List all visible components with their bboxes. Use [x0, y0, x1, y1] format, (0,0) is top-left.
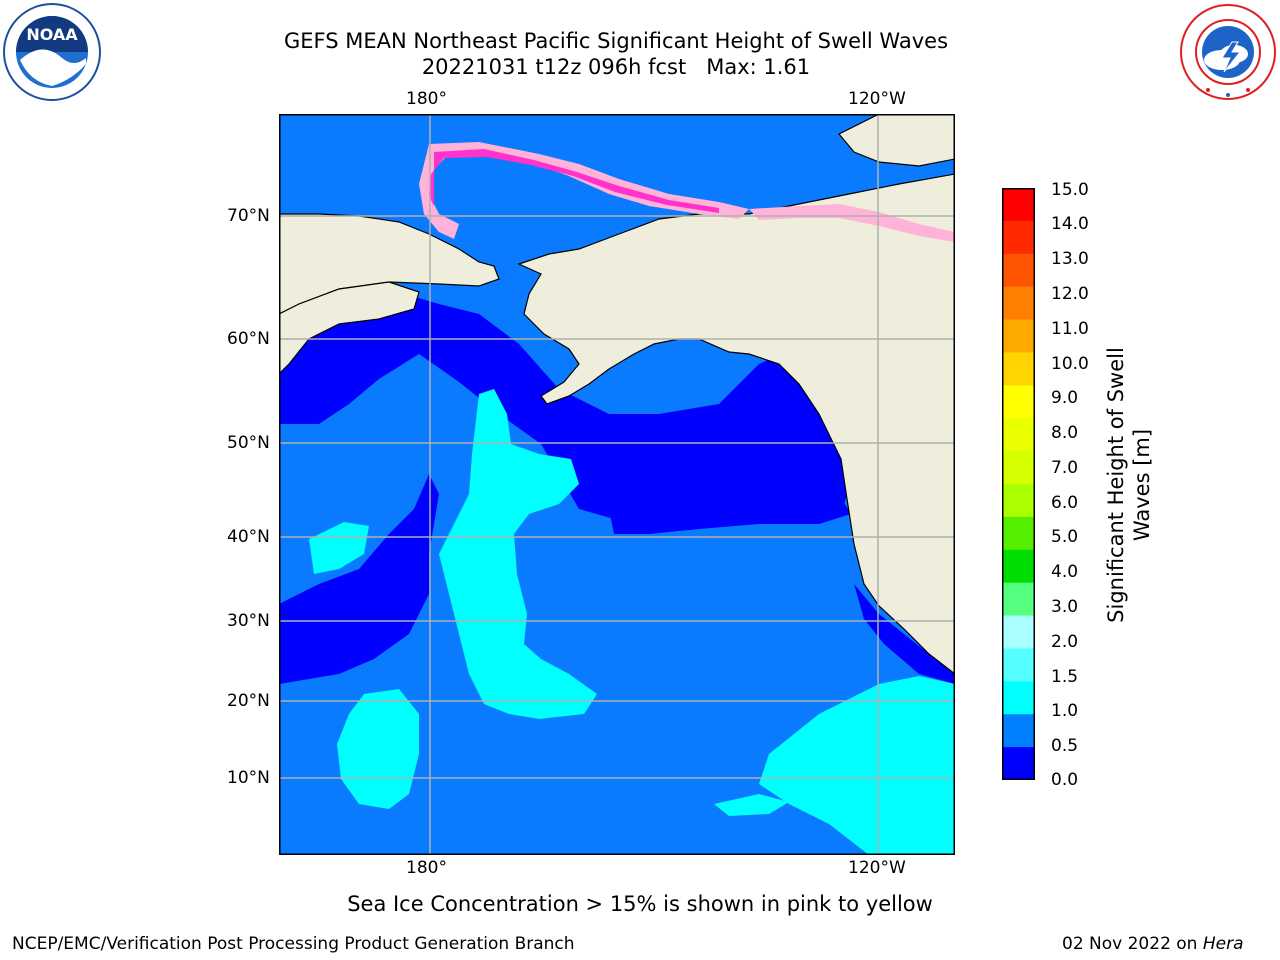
colorbar-tick: 4.0	[1051, 562, 1079, 582]
colorbar-tick: 15.0	[1051, 180, 1089, 200]
colorbar-segment	[1002, 714, 1035, 748]
lon-label-bottom-180: 180°	[406, 858, 447, 878]
map-gridlines	[280, 115, 954, 854]
colorbar-tick: 5.0	[1051, 527, 1079, 547]
colorbar-segment	[1002, 253, 1035, 288]
colorbar-tick: 9.0	[1051, 388, 1079, 408]
colorbar-tick: 13.0	[1051, 249, 1089, 269]
colorbar-segment	[1002, 484, 1035, 518]
colorbar-segment	[1002, 648, 1035, 682]
land-arctic-islands	[838, 115, 954, 167]
colorbar-tick: 1.0	[1051, 701, 1079, 721]
colorbar-frame	[1002, 188, 1035, 780]
map-frame	[279, 114, 955, 855]
colorbar-tick: 12.0	[1051, 284, 1089, 304]
footer-date-text: 02 Nov 2022 on	[1062, 934, 1198, 954]
colorbar-segment	[1002, 418, 1035, 452]
sea-ice-caption: Sea Ice Concentration > 15% is shown in …	[347, 892, 933, 916]
map-panel	[279, 114, 955, 855]
swell-high-southeast-b	[714, 794, 789, 816]
colorbar-segment	[1002, 615, 1035, 649]
colorbar-segment	[1002, 319, 1035, 353]
colorbar-svg	[1002, 188, 1035, 781]
colorbar-tick: 6.0	[1051, 493, 1079, 513]
lon-label-bottom-120w: 120°W	[848, 858, 906, 878]
lon-label-top-180: 180°	[406, 89, 447, 109]
sea-ice-patch-east	[749, 204, 954, 242]
sea-ice-core	[429, 149, 719, 213]
colorbar-segment	[1002, 385, 1035, 419]
title-line-2: 20221031 t12z 096h fcst Max: 1.61	[421, 55, 811, 79]
colorbar-segment	[1002, 516, 1035, 551]
swell-low-east	[609, 474, 851, 534]
lat-label-30n: 30°N	[227, 611, 270, 631]
colorbar-tick: 8.0	[1051, 423, 1079, 443]
colorbar-segment	[1002, 549, 1035, 584]
swell-high-southeast	[759, 676, 954, 854]
colorbar-segment	[1002, 681, 1035, 715]
colorbar-label: Significant Height of Swell Waves [m]	[1104, 347, 1154, 623]
colorbar-segment	[1002, 352, 1035, 386]
lat-label-60n: 60°N	[227, 329, 270, 349]
map-svg	[279, 114, 955, 855]
lon-label-top-120w: 120°W	[848, 89, 906, 109]
colorbar-tick: 10.0	[1051, 354, 1089, 374]
colorbar-tick: 2.0	[1051, 632, 1079, 652]
colorbar-segment	[1002, 188, 1035, 222]
noaa-logo: NOAA	[2, 2, 102, 102]
colorbar-tick: 7.0	[1051, 458, 1079, 478]
colorbar-segment	[1002, 747, 1035, 781]
lat-label-10n: 10°N	[227, 768, 270, 788]
lat-label-70n: 70°N	[227, 206, 270, 226]
colorbar	[1002, 188, 1035, 781]
swell-low-north	[280, 284, 854, 519]
colorbar-tick: 1.5	[1051, 667, 1079, 687]
swell-low-west	[280, 474, 439, 684]
land-kamchatka	[280, 281, 420, 374]
lat-label-20n: 20°N	[227, 691, 270, 711]
colorbar-segment	[1002, 220, 1035, 255]
swell-high-northwest	[309, 522, 369, 574]
colorbar-tick: 0.0	[1051, 770, 1079, 790]
lat-label-50n: 50°N	[227, 433, 270, 453]
swell-high-southwest	[337, 689, 419, 809]
swell-low-coast	[854, 584, 954, 684]
footer-date: 02 Nov 2022 on Hera	[1062, 934, 1244, 954]
colorbar-segment	[1002, 451, 1035, 485]
noaa-logo-text: NOAA	[26, 25, 78, 44]
footer-machine: Hera	[1202, 934, 1244, 954]
colorbar-tick: 0.5	[1051, 736, 1079, 756]
colorbar-tick: 3.0	[1051, 597, 1079, 617]
footer-credit: NCEP/EMC/Verification Post Processing Pr…	[12, 934, 575, 954]
title-line-1: GEFS MEAN Northeast Pacific Significant …	[283, 29, 949, 53]
colorbar-segment	[1002, 582, 1035, 617]
swell-high-central	[439, 389, 597, 719]
colorbar-tick: 14.0	[1051, 214, 1089, 234]
nws-logo	[1178, 2, 1278, 102]
colorbar-segment	[1002, 286, 1035, 321]
lat-label-40n: 40°N	[227, 527, 270, 547]
colorbar-tick: 11.0	[1051, 319, 1089, 339]
